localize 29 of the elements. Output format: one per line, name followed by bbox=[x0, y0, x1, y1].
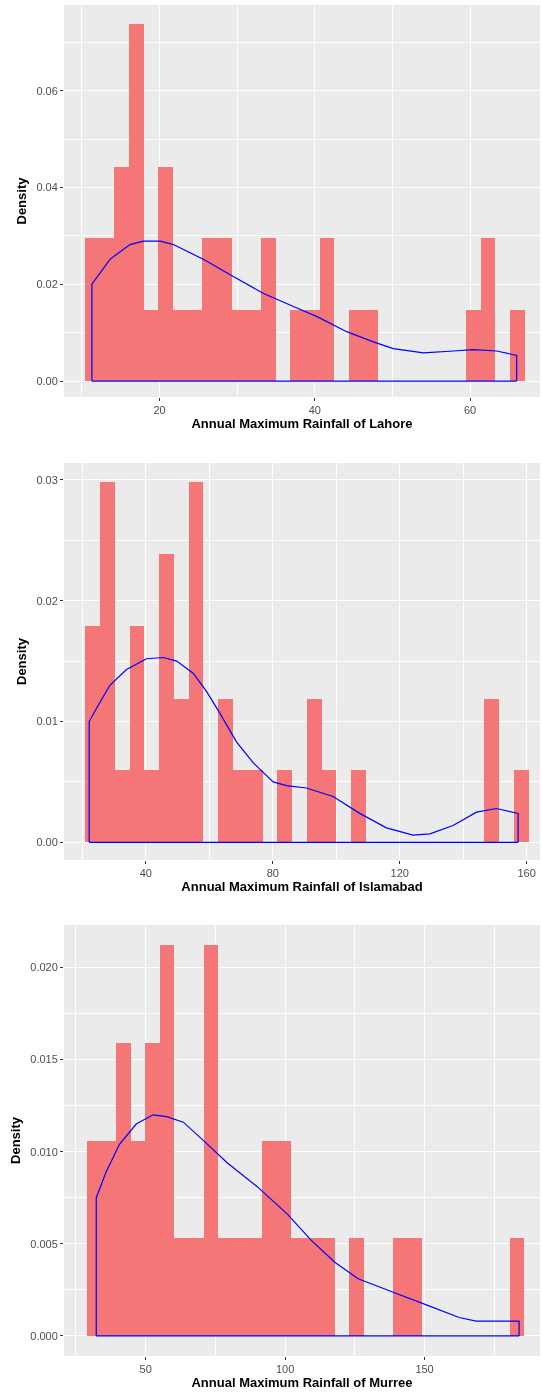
y-tick-label: 0.04 bbox=[36, 181, 58, 194]
y-tick-label: 0.00 bbox=[36, 374, 58, 387]
y-axis-title: Density bbox=[14, 176, 30, 225]
y-tick-label: 0.000 bbox=[30, 1329, 58, 1342]
y-tick-label: 0.02 bbox=[36, 594, 58, 607]
y-axis-title: Density bbox=[14, 637, 30, 685]
x-tick-label: 120 bbox=[390, 867, 409, 880]
y-tick-label: 0.03 bbox=[36, 473, 58, 486]
x-tick-label: 40 bbox=[308, 404, 321, 417]
y-tick-label: 0.02 bbox=[36, 278, 58, 291]
y-tick-label: 0.06 bbox=[36, 84, 58, 97]
y-tick-label: 0.020 bbox=[30, 961, 58, 974]
x-tick-label: 50 bbox=[139, 1363, 152, 1376]
x-axis-title: Annual Maximum Rainfall of Murree bbox=[191, 1375, 413, 1391]
x-tick-label: 100 bbox=[275, 1363, 295, 1376]
y-tick-label: 0.00 bbox=[36, 836, 58, 849]
x-tick-label: 40 bbox=[139, 867, 152, 880]
x-tick-label: 160 bbox=[517, 867, 536, 880]
x-axis-title: Annual Maximum Rainfall of Lahore bbox=[191, 416, 413, 432]
x-tick-label: 80 bbox=[266, 867, 279, 880]
x-axis-title: Annual Maximum Rainfall of Islamabad bbox=[181, 879, 423, 895]
y-tick-label: 0.015 bbox=[30, 1053, 58, 1066]
x-tick-label: 150 bbox=[415, 1363, 434, 1376]
y-tick-label: 0.005 bbox=[30, 1237, 58, 1250]
y-tick-label: 0.01 bbox=[36, 715, 58, 728]
x-tick-label: 20 bbox=[153, 404, 166, 417]
y-axis-title: Density bbox=[8, 1116, 24, 1164]
x-tick-label: 60 bbox=[463, 404, 477, 417]
y-tick-label: 0.010 bbox=[30, 1145, 58, 1158]
